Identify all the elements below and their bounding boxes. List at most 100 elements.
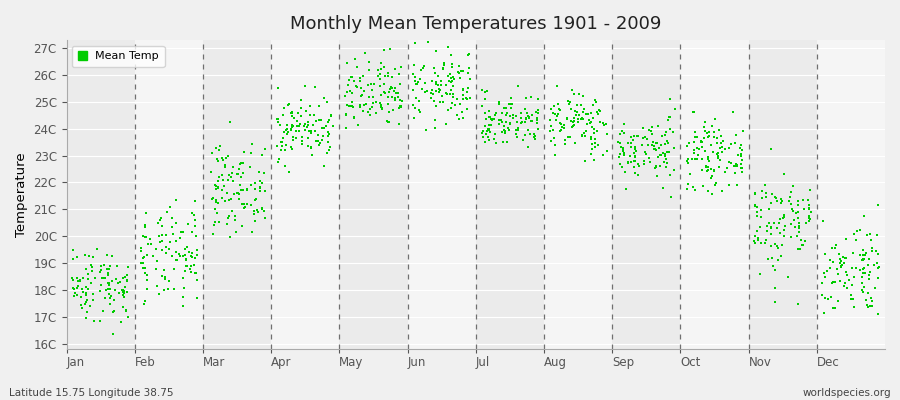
Point [460, 84, 474, 91]
Point [482, 122, 496, 128]
Point [554, 121, 568, 127]
Point [588, 136, 602, 142]
Point [427, 98, 441, 104]
Point [211, 158, 225, 164]
Point [781, 274, 796, 280]
Point [394, 104, 409, 110]
Point [735, 128, 750, 134]
Point [176, 275, 191, 282]
Point [653, 162, 668, 169]
Point [589, 144, 603, 151]
Point [162, 278, 176, 284]
Point [365, 100, 380, 106]
Point [722, 145, 736, 152]
Point [155, 232, 169, 238]
Point [702, 133, 716, 139]
Point [320, 133, 335, 139]
Point [376, 47, 391, 54]
Point [355, 92, 369, 98]
Point [184, 253, 198, 260]
Point [701, 134, 716, 140]
Point [236, 159, 250, 166]
Point [143, 236, 157, 242]
Point [374, 92, 388, 98]
Point [85, 262, 99, 268]
Point [656, 159, 670, 166]
Point [563, 133, 578, 140]
Point [446, 94, 461, 100]
Point [445, 100, 459, 107]
Point [302, 112, 317, 118]
Point [734, 142, 748, 148]
Point [846, 231, 860, 238]
Point [86, 291, 100, 298]
Point [547, 142, 562, 148]
Point [357, 50, 372, 56]
Point [842, 277, 856, 284]
Point [351, 122, 365, 128]
Point [715, 144, 729, 150]
Point [713, 157, 727, 163]
Point [849, 265, 863, 271]
Point [364, 112, 378, 118]
Point [311, 117, 326, 124]
Point [206, 230, 220, 237]
Point [438, 120, 453, 127]
Point [464, 95, 478, 101]
Point [414, 86, 428, 92]
Point [165, 252, 179, 259]
Point [113, 319, 128, 325]
Point [212, 174, 226, 180]
Point [644, 142, 659, 148]
Point [208, 206, 222, 212]
Point [446, 83, 460, 90]
Point [625, 140, 639, 146]
Point [211, 178, 225, 184]
Point [584, 110, 598, 116]
Point [575, 115, 590, 122]
Point [550, 83, 564, 90]
Point [299, 108, 313, 114]
Point [664, 194, 679, 200]
Point [134, 245, 148, 251]
Point [311, 103, 326, 110]
Point [303, 144, 318, 151]
Point [443, 71, 457, 78]
Point [212, 184, 226, 191]
Point [83, 303, 97, 310]
Point [751, 212, 765, 219]
Point [320, 123, 334, 129]
Point [801, 197, 815, 203]
Point [87, 275, 102, 282]
Point [270, 143, 284, 150]
Point [104, 300, 118, 307]
Point [354, 75, 368, 81]
Point [248, 218, 263, 224]
Point [362, 94, 376, 101]
Point [586, 115, 600, 121]
Point [564, 106, 579, 112]
Point [116, 304, 130, 310]
Point [784, 200, 798, 207]
Point [444, 87, 458, 94]
Point [680, 160, 695, 166]
Point [663, 172, 678, 179]
Point [637, 161, 652, 167]
Point [374, 104, 389, 110]
Point [235, 222, 249, 229]
Point [419, 88, 434, 95]
Point [735, 146, 750, 153]
Point [211, 184, 225, 190]
Point [857, 264, 871, 271]
Point [817, 310, 832, 316]
Point [315, 125, 329, 131]
Point [817, 294, 832, 301]
Point [550, 112, 564, 119]
Point [584, 136, 598, 143]
Bar [67, 40, 135, 349]
Point [482, 127, 496, 133]
Point [640, 142, 654, 148]
Point [364, 87, 379, 94]
Point [691, 152, 706, 158]
Point [651, 154, 665, 161]
